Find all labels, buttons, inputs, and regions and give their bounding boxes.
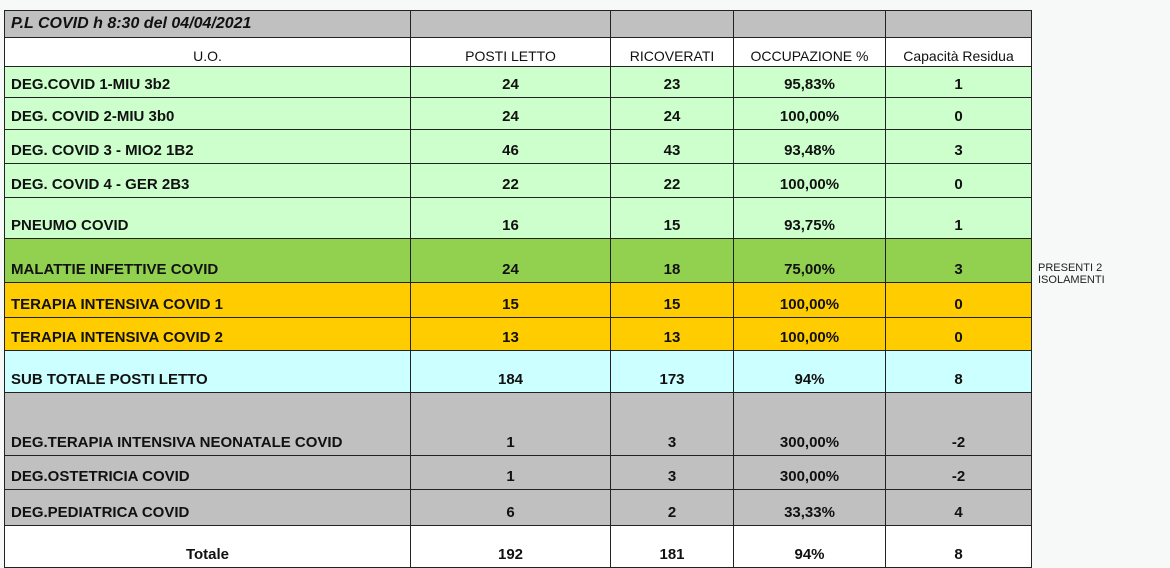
cell-cap: 3 [885,238,1032,283]
header-posti: POSTI LETTO [410,37,611,67]
cell-posti: 22 [410,163,611,198]
cell-posti: 1 [410,392,611,456]
cell-uo: DEG. COVID 3 - MIO2 1B2 [4,129,411,164]
cell-uo: PNEUMO COVID [4,197,411,239]
cell-ricov: 15 [610,197,734,239]
cell-uo: TERAPIA INTENSIVA COVID 2 [4,317,411,351]
cell-posti: 15 [410,282,611,318]
table-row: DEG.COVID 1-MIU 3b2 24 23 95,83% 1 [4,66,1032,98]
header-uo: U.O. [4,37,411,67]
cell-occ: 94% [733,525,886,568]
cell-cap: 3 [885,129,1032,164]
cell-cap: 1 [885,66,1032,98]
header-row: U.O. POSTI LETTO RICOVERATI OCCUPAZIONE … [4,37,1032,67]
cell-uo: DEG. COVID 4 - GER 2B3 [4,163,411,198]
cell-posti: 24 [410,97,611,130]
cell-uo: TERAPIA INTENSIVA COVID 1 [4,282,411,318]
table-row: MALATTIE INFETTIVE COVID 24 18 75,00% 3 [4,238,1032,283]
cell-cap: 1 [885,197,1032,239]
covid-beds-table: P.L COVID h 8:30 del 04/04/2021 U.O. POS… [4,10,1032,568]
cell-ricov: 173 [610,350,734,393]
table-row: Totale 192 181 94% 8 [4,525,1032,568]
cell-occ: 75,00% [733,238,886,283]
cell-uo: DEG.COVID 1-MIU 3b2 [4,66,411,98]
cell-occ: 95,83% [733,66,886,98]
table-row: SUB TOTALE POSTI LETTO 184 173 94% 8 [4,350,1032,393]
isolation-note: PRESENTI 2 ISOLAMENTI [1038,262,1105,286]
cell-posti: 192 [410,525,611,568]
header-capacita: Capacità Residua [885,37,1032,67]
cell-posti: 184 [410,350,611,393]
cell-cap: -2 [885,455,1032,490]
cell-uo: SUB TOTALE POSTI LETTO [4,350,411,393]
cell-occ: 300,00% [733,392,886,456]
cell-ricov: 181 [610,525,734,568]
cell-cap: 0 [885,317,1032,351]
cell-ricov: 24 [610,97,734,130]
cell-ricov: 3 [610,455,734,490]
cell-cap: 0 [885,163,1032,198]
cell-posti: 1 [410,455,611,490]
cell-ricov: 18 [610,238,734,283]
cell-posti: 16 [410,197,611,239]
cell-cap: 4 [885,489,1032,526]
cell-occ: 100,00% [733,282,886,318]
cell-ricov: 2 [610,489,734,526]
cell-uo: DEG.PEDIATRICA COVID [4,489,411,526]
cell-occ: 94% [733,350,886,393]
table-row: DEG.OSTETRICIA COVID 1 3 300,00% -2 [4,455,1032,490]
cell-posti: 46 [410,129,611,164]
cell-cap: 8 [885,350,1032,393]
header-ricoverati: RICOVERATI [610,37,734,67]
cell-posti: 24 [410,66,611,98]
cell-occ: 100,00% [733,97,886,130]
cell-uo: DEG. COVID 2-MIU 3b0 [4,97,411,130]
cell-occ: 93,75% [733,197,886,239]
cell-ricov: 3 [610,392,734,456]
cell-occ: 100,00% [733,317,886,351]
table-row: DEG. COVID 3 - MIO2 1B2 46 43 93,48% 3 [4,129,1032,164]
table-row: DEG. COVID 2-MIU 3b0 24 24 100,00% 0 [4,97,1032,130]
cell-cap: 8 [885,525,1032,568]
title-row: P.L COVID h 8:30 del 04/04/2021 [4,10,1032,38]
table-row: PNEUMO COVID 16 15 93,75% 1 [4,197,1032,239]
table-row: TERAPIA INTENSIVA COVID 2 13 13 100,00% 0 [4,317,1032,351]
cell-posti: 13 [410,317,611,351]
cell-ricov: 15 [610,282,734,318]
table-row: DEG.PEDIATRICA COVID 6 2 33,33% 4 [4,489,1032,526]
table-row: TERAPIA INTENSIVA COVID 1 15 15 100,00% 0 [4,282,1032,318]
table-row: DEG. COVID 4 - GER 2B3 22 22 100,00% 0 [4,163,1032,198]
cell-occ: 300,00% [733,455,886,490]
cell-cap: 0 [885,97,1032,130]
cell-ricov: 43 [610,129,734,164]
cell-occ: 33,33% [733,489,886,526]
cell-uo: Totale [4,525,411,568]
table-title: P.L COVID h 8:30 del 04/04/2021 [4,10,411,38]
cell-posti: 24 [410,238,611,283]
cell-uo: DEG.TERAPIA INTENSIVA NEONATALE COVID [4,392,411,456]
cell-cap: -2 [885,392,1032,456]
cell-ricov: 23 [610,66,734,98]
table-row: DEG.TERAPIA INTENSIVA NEONATALE COVID 1 3 3… [4,392,1032,456]
cell-occ: 100,00% [733,163,886,198]
cell-uo: MALATTIE INFETTIVE COVID [4,238,411,283]
cell-ricov: 13 [610,317,734,351]
cell-cap: 0 [885,282,1032,318]
cell-ricov: 22 [610,163,734,198]
cell-occ: 93,48% [733,129,886,164]
cell-uo: DEG.OSTETRICIA COVID [4,455,411,490]
header-occupazione: OCCUPAZIONE % [733,37,886,67]
cell-posti: 6 [410,489,611,526]
